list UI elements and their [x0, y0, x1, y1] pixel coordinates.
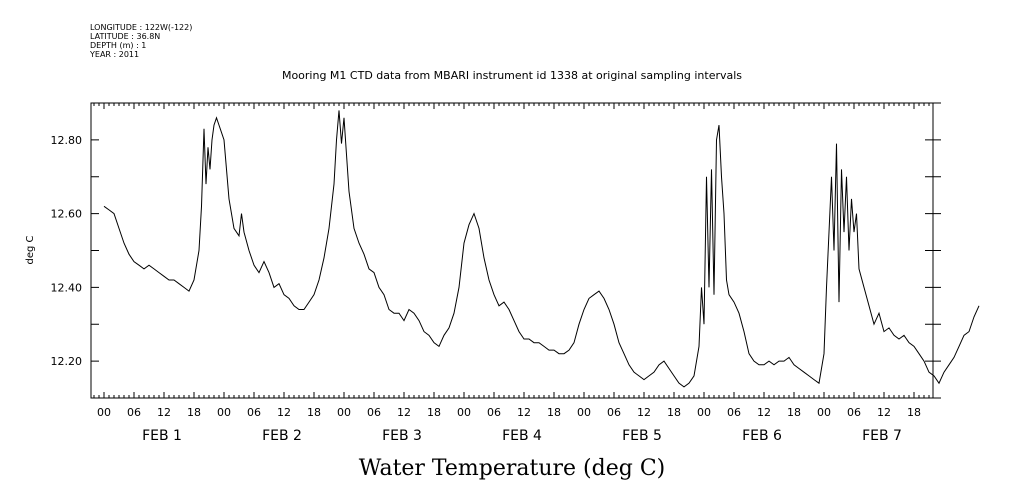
x-tick-label: 00: [97, 406, 111, 419]
x-tick-label: 06: [127, 406, 141, 419]
x-tick-label: 06: [727, 406, 741, 419]
metadata-block: LONGITUDE : 122W(-122) LATITUDE : 36.8N …: [89, 23, 192, 59]
x-tick-label: 00: [577, 406, 591, 419]
day-label: FEB 3: [382, 428, 422, 444]
x-tick-label: 18: [667, 406, 681, 419]
y-tick-label: 12.60: [51, 208, 83, 221]
x-tick-label: 12: [157, 406, 171, 419]
latitude-text: LATITUDE : 36.8N: [90, 32, 160, 41]
day-label: FEB 1: [142, 428, 182, 444]
x-tick-label: 12: [757, 406, 771, 419]
day-label: FEB 4: [502, 428, 542, 444]
x-tick-label: 00: [817, 406, 831, 419]
x-tick-label: 00: [217, 406, 231, 419]
longitude-text: LONGITUDE : 122W(-122): [90, 23, 192, 32]
series-line: [103, 110, 980, 388]
x-tick-label: 00: [697, 406, 711, 419]
day-label: FEB 6: [742, 428, 782, 444]
x-tick-label: 18: [427, 406, 441, 419]
axes: 00 06 12 18 00 06 12 18 00 06 12 18 00 06 12 18 00 06 12 18…: [51, 102, 941, 444]
y-tick-label: 12.20: [51, 355, 83, 368]
x-tick-label: 18: [307, 406, 321, 419]
x-tick-label: 12: [517, 406, 531, 419]
plot-frame: [90, 102, 934, 399]
x-tick-label: 06: [607, 406, 621, 419]
x-tick-label: 06: [247, 406, 261, 419]
x-tick-label: 06: [487, 406, 501, 419]
year-text: YEAR : 2011: [89, 50, 139, 59]
x-tick-label: 18: [907, 406, 921, 419]
day-label: FEB 7: [862, 428, 902, 444]
day-label: FEB 5: [622, 428, 662, 444]
x-tick-label: 18: [547, 406, 561, 419]
x-tick-label: 18: [187, 406, 201, 419]
x-tick-label: 18: [787, 406, 801, 419]
y-tick-label: 12.40: [51, 281, 83, 294]
x-tick-label: 06: [367, 406, 381, 419]
depth-text: DEPTH (m) : 1: [90, 41, 146, 50]
day-label: FEB 2: [262, 428, 302, 444]
chart-title: Mooring M1 CTD data from MBARI instrumen…: [282, 69, 742, 82]
y-axis-label: deg C: [25, 235, 36, 264]
x-tick-label: 12: [637, 406, 651, 419]
series-group: [103, 110, 980, 388]
x-tick-label: 12: [277, 406, 291, 419]
x-tick-label: 12: [397, 406, 411, 419]
x-axis-label: Water Temperature (deg C): [359, 456, 666, 481]
y-tick-label: 12.80: [51, 134, 83, 147]
x-tick-label: 12: [877, 406, 891, 419]
x-tick-label: 00: [457, 406, 471, 419]
x-tick-label: 06: [847, 406, 861, 419]
x-tick-label: 00: [337, 406, 351, 419]
